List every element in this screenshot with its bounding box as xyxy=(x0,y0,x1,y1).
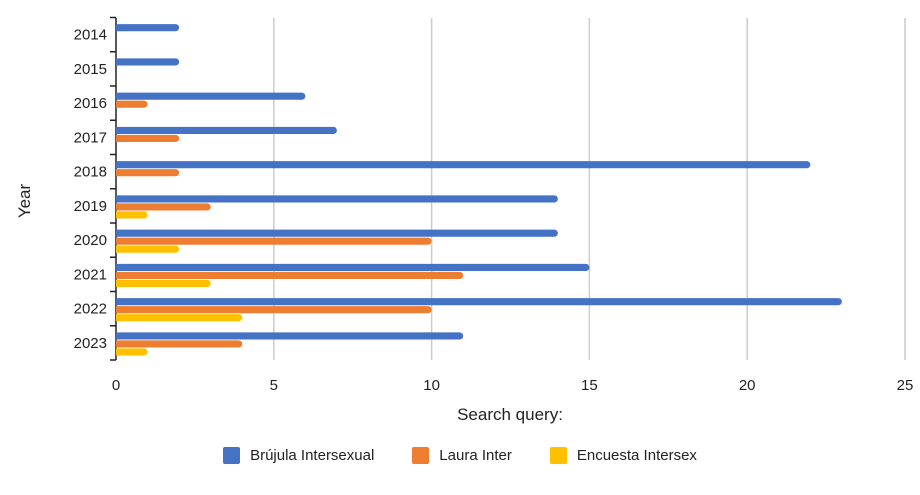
x-tick-label-5: 5 xyxy=(270,377,278,394)
bar-laura-inter-2020 xyxy=(116,237,432,245)
bar-br-jula-intersexual-2015 xyxy=(116,58,180,66)
bar-encuesta-intersex-2019 xyxy=(116,211,148,219)
legend-label-encuesta-intersex: Encuesta Intersex xyxy=(576,446,697,464)
y-tick-label-2016: 2016 xyxy=(74,95,107,112)
bar-br-jula-intersexual-2021 xyxy=(116,263,590,272)
x-tick-labels: 0 5 10 15 20 25 xyxy=(112,377,914,394)
bar-br-jula-intersexual-2016 xyxy=(116,92,306,100)
legend: Brújula Intersexual Laura Inter Encuesta I… xyxy=(0,443,920,467)
gridlines xyxy=(110,16,906,361)
x-tick-label-25: 25 xyxy=(897,377,914,394)
bar-laura-inter-2017 xyxy=(116,134,180,143)
legend-item-encuesta-intersex: Encuesta Intersex xyxy=(549,446,697,464)
bar-encuesta-intersex-2020 xyxy=(116,245,180,253)
legend-label-br-jula-intersexual: Brújula Intersexual xyxy=(250,446,375,464)
y-tick-label-2022: 2022 xyxy=(74,301,107,318)
legend-swatch-encuesta-intersex xyxy=(549,446,567,464)
legend-label-laura-inter: Laura Inter xyxy=(439,446,512,464)
bar-laura-inter-2019 xyxy=(116,203,211,211)
bar-br-jula-intersexual-2023 xyxy=(116,332,464,340)
y-tick-label-2019: 2019 xyxy=(74,198,107,215)
bar-laura-inter-2021 xyxy=(116,271,464,280)
bar-encuesta-intersex-2023 xyxy=(116,348,148,356)
y-tick-label-2023: 2023 xyxy=(74,335,107,352)
y-tick-label-2018: 2018 xyxy=(74,164,107,181)
bar-chart: 2014201520162017201820192020202120222023… xyxy=(15,16,914,424)
x-tick-label-20: 20 xyxy=(739,377,756,394)
y-axis-title: Year xyxy=(15,183,34,218)
x-axis-title: Search query: xyxy=(457,405,563,424)
bar-br-jula-intersexual-2020 xyxy=(116,229,558,237)
legend-swatch-br-jula-intersexual xyxy=(223,446,241,464)
y-tick-labels: 2014 2015 2016 2017 2018 2019 2020 2021 2022 2023 xyxy=(74,27,107,352)
x-tick-label-10: 10 xyxy=(423,377,440,394)
bar-laura-inter-2016 xyxy=(116,100,148,108)
bar-br-jula-intersexual-2017 xyxy=(116,126,337,135)
x-tick-label-0: 0 xyxy=(112,377,120,394)
bar-laura-inter-2023 xyxy=(116,340,243,348)
y-tick-label-2015: 2015 xyxy=(74,61,107,78)
legend-item-br-jula-intersexual: Brújula Intersexual xyxy=(223,446,375,464)
bar-br-jula-intersexual-2019 xyxy=(116,195,558,203)
bar-encuesta-intersex-2021 xyxy=(116,279,211,288)
bar-laura-inter-2022 xyxy=(116,306,432,314)
bar-br-jula-intersexual-2014 xyxy=(116,24,180,32)
legend-swatch-laura-inter xyxy=(412,446,430,464)
bars xyxy=(116,24,842,356)
bar-laura-inter-2018 xyxy=(116,169,180,177)
legend-item-laura-inter: Laura Inter xyxy=(412,446,512,464)
bar-br-jula-intersexual-2018 xyxy=(116,161,811,169)
y-tick-label-2020: 2020 xyxy=(74,232,107,249)
x-tick-label-15: 15 xyxy=(581,377,598,394)
y-tick-label-2017: 2017 xyxy=(74,129,107,146)
y-tick-label-2021: 2021 xyxy=(74,266,107,283)
bar-encuesta-intersex-2022 xyxy=(116,314,243,322)
bar-br-jula-intersexual-2022 xyxy=(116,298,842,306)
y-tick-label-2014: 2014 xyxy=(74,27,107,44)
